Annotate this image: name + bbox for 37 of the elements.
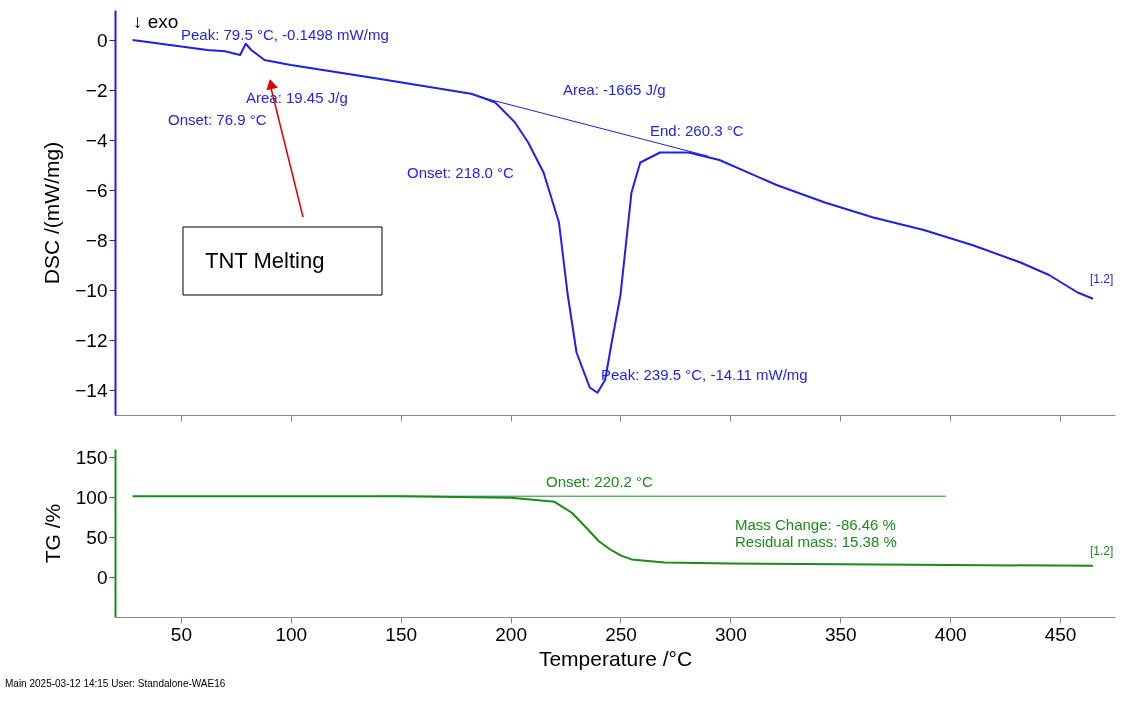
y-tick-label: −12 (75, 329, 108, 351)
annotation: Peak: 79.5 °C, -0.1498 mW/mg (181, 26, 389, 43)
annotation: End: 260.3 °C (650, 122, 744, 139)
y-tick-label: 100 (75, 486, 108, 508)
y-tick-label: −2 (85, 79, 108, 101)
y-tick-label: 0 (96, 566, 108, 588)
x-tick-label: 400 (934, 623, 967, 645)
y-tick-label: −14 (75, 379, 108, 401)
annotation: ↓ exo (133, 11, 179, 32)
x-tick-label: 350 (824, 623, 857, 645)
x-tick-label: 250 (605, 623, 637, 645)
annotation: Area: -1665 J/g (563, 81, 666, 98)
x-axis-title: Temperature /°C (538, 646, 693, 670)
annotation: Residual mass: 15.38 % (735, 533, 897, 550)
text: Main 2025-03-12 14:15 User: Standalone-WAE16 (5, 678, 226, 689)
y-axis-title: TG /% (40, 503, 64, 564)
y-tick-label: 50 (86, 526, 108, 548)
annotation: Onset: 218.0 °C (407, 164, 515, 181)
y-tick-label: 150 (75, 446, 108, 468)
x-tick-label: 50 (170, 623, 192, 645)
x-tick-label: 450 (1044, 623, 1077, 645)
annotation: Onset: 220.2 °C (546, 473, 654, 490)
y-tick-label: −4 (85, 129, 108, 151)
annotation: TNT Melting (205, 248, 325, 273)
annotation: [1.2] (1090, 272, 1114, 286)
y-tick-label: −8 (85, 229, 108, 251)
y-tick-label: −10 (75, 279, 108, 301)
x-tick-label: 300 (715, 623, 747, 645)
x-tick-label: 100 (275, 623, 308, 645)
y-tick-label: −6 (85, 179, 108, 201)
annotation: Onset: 76.9 °C (168, 111, 267, 128)
y-tick-label: 0 (96, 29, 108, 51)
x-tick-label: 200 (495, 623, 527, 645)
annotation: Mass Change: -86.46 % (735, 516, 896, 533)
annotation: [1.2] (1090, 544, 1114, 558)
x-tick-label: 150 (385, 623, 418, 645)
y-axis-title: DSC /(mW/mg) (40, 141, 64, 285)
